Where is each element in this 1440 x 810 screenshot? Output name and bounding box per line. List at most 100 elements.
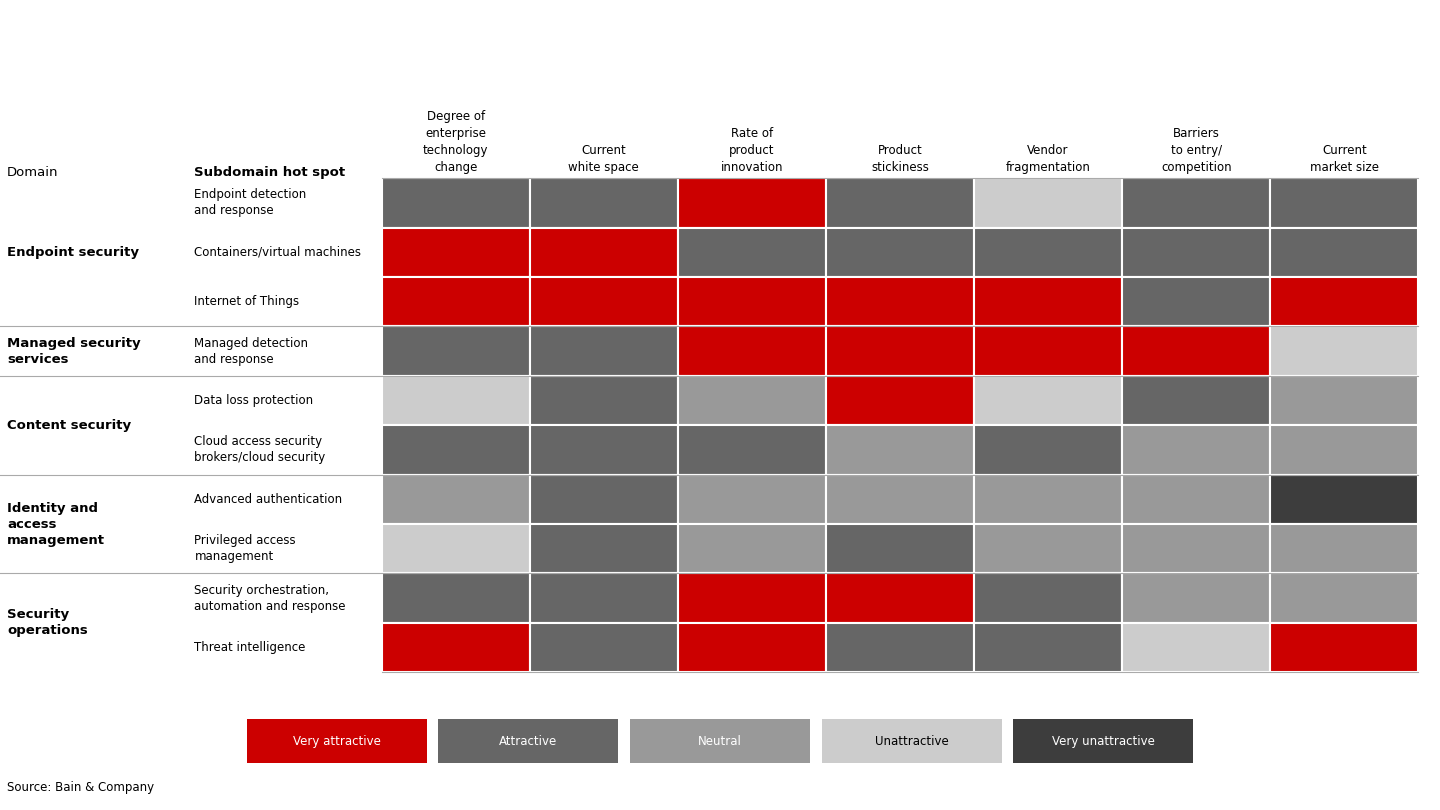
Text: Unattractive: Unattractive xyxy=(874,735,949,748)
Bar xyxy=(530,228,678,277)
Bar xyxy=(1122,573,1270,623)
Text: Very attractive: Very attractive xyxy=(292,735,382,748)
Text: Security
operations: Security operations xyxy=(7,608,88,637)
Bar xyxy=(1270,178,1418,228)
Text: Degree of
enterprise
technology
change: Degree of enterprise technology change xyxy=(423,110,488,174)
Bar xyxy=(530,524,678,573)
Bar xyxy=(973,524,1122,573)
Bar xyxy=(382,475,530,524)
Text: Managed security
services: Managed security services xyxy=(7,337,141,365)
Text: Neutral: Neutral xyxy=(698,735,742,748)
Text: Data loss protection: Data loss protection xyxy=(194,394,314,407)
Bar xyxy=(827,178,973,228)
Text: Cloud access security
brokers/cloud security: Cloud access security brokers/cloud secu… xyxy=(194,436,325,464)
Bar xyxy=(382,376,530,425)
Bar xyxy=(530,326,678,376)
Bar xyxy=(827,326,973,376)
Bar xyxy=(1270,524,1418,573)
Text: Threat intelligence: Threat intelligence xyxy=(194,641,305,654)
Text: Subdomain hot spot: Subdomain hot spot xyxy=(194,166,346,179)
Bar xyxy=(678,277,827,326)
Bar xyxy=(1122,277,1270,326)
Text: Current
white space: Current white space xyxy=(569,144,639,174)
Text: Current
market size: Current market size xyxy=(1310,144,1380,174)
Bar xyxy=(1270,376,1418,425)
Bar xyxy=(530,277,678,326)
Text: Managed detection
and response: Managed detection and response xyxy=(194,337,308,365)
Bar xyxy=(678,178,827,228)
Bar xyxy=(382,573,530,623)
Text: Privileged access
management: Privileged access management xyxy=(194,535,297,563)
Text: Security orchestration,
automation and response: Security orchestration, automation and r… xyxy=(194,584,346,612)
Bar xyxy=(973,623,1122,672)
Text: Domain: Domain xyxy=(7,166,59,179)
Bar xyxy=(973,376,1122,425)
Bar xyxy=(973,425,1122,475)
Bar xyxy=(827,376,973,425)
Text: Very unattractive: Very unattractive xyxy=(1051,735,1155,748)
Bar xyxy=(973,326,1122,376)
Bar xyxy=(973,573,1122,623)
Bar xyxy=(1270,326,1418,376)
Text: Advanced authentication: Advanced authentication xyxy=(194,492,343,506)
Bar xyxy=(530,425,678,475)
Bar xyxy=(1122,376,1270,425)
Bar xyxy=(678,326,827,376)
Bar xyxy=(1122,623,1270,672)
Bar xyxy=(678,228,827,277)
Bar xyxy=(827,524,973,573)
Bar xyxy=(1122,475,1270,524)
Text: Endpoint security: Endpoint security xyxy=(7,245,140,259)
Bar xyxy=(1270,475,1418,524)
Text: Source: Bain & Company: Source: Bain & Company xyxy=(7,781,154,794)
Text: Content security: Content security xyxy=(7,419,131,432)
Text: Attractive: Attractive xyxy=(500,735,557,748)
Text: Containers/virtual machines: Containers/virtual machines xyxy=(194,245,361,259)
Bar xyxy=(678,573,827,623)
Bar xyxy=(382,623,530,672)
Text: Vendor
fragmentation: Vendor fragmentation xyxy=(1005,144,1090,174)
Bar xyxy=(382,524,530,573)
Bar xyxy=(382,178,530,228)
Bar xyxy=(827,475,973,524)
Bar xyxy=(530,573,678,623)
Bar xyxy=(678,524,827,573)
Text: Identity and
access
management: Identity and access management xyxy=(7,501,105,547)
Bar xyxy=(1122,425,1270,475)
Bar xyxy=(382,277,530,326)
Text: Product
stickiness: Product stickiness xyxy=(871,144,929,174)
Bar xyxy=(1270,573,1418,623)
Bar xyxy=(530,623,678,672)
Bar xyxy=(1122,524,1270,573)
Bar xyxy=(382,326,530,376)
Bar xyxy=(382,425,530,475)
Bar xyxy=(1122,326,1270,376)
Bar xyxy=(827,228,973,277)
Bar xyxy=(382,228,530,277)
Bar xyxy=(530,178,678,228)
Bar xyxy=(678,475,827,524)
Bar xyxy=(678,376,827,425)
Bar xyxy=(1270,623,1418,672)
Bar xyxy=(1270,277,1418,326)
Bar xyxy=(973,277,1122,326)
Text: Internet of Things: Internet of Things xyxy=(194,295,300,309)
Text: Rate of
product
innovation: Rate of product innovation xyxy=(720,127,783,174)
Bar xyxy=(973,228,1122,277)
Bar xyxy=(1122,178,1270,228)
Bar xyxy=(973,475,1122,524)
Bar xyxy=(678,425,827,475)
Bar xyxy=(530,475,678,524)
Bar xyxy=(827,425,973,475)
Text: Endpoint detection
and response: Endpoint detection and response xyxy=(194,189,307,217)
Bar xyxy=(530,376,678,425)
Bar xyxy=(827,277,973,326)
Text: Barriers
to entry/
competition: Barriers to entry/ competition xyxy=(1161,127,1231,174)
Bar xyxy=(827,573,973,623)
Bar xyxy=(1270,425,1418,475)
Bar xyxy=(1270,228,1418,277)
Bar xyxy=(973,178,1122,228)
Bar xyxy=(827,623,973,672)
Bar xyxy=(1122,228,1270,277)
Bar xyxy=(678,623,827,672)
